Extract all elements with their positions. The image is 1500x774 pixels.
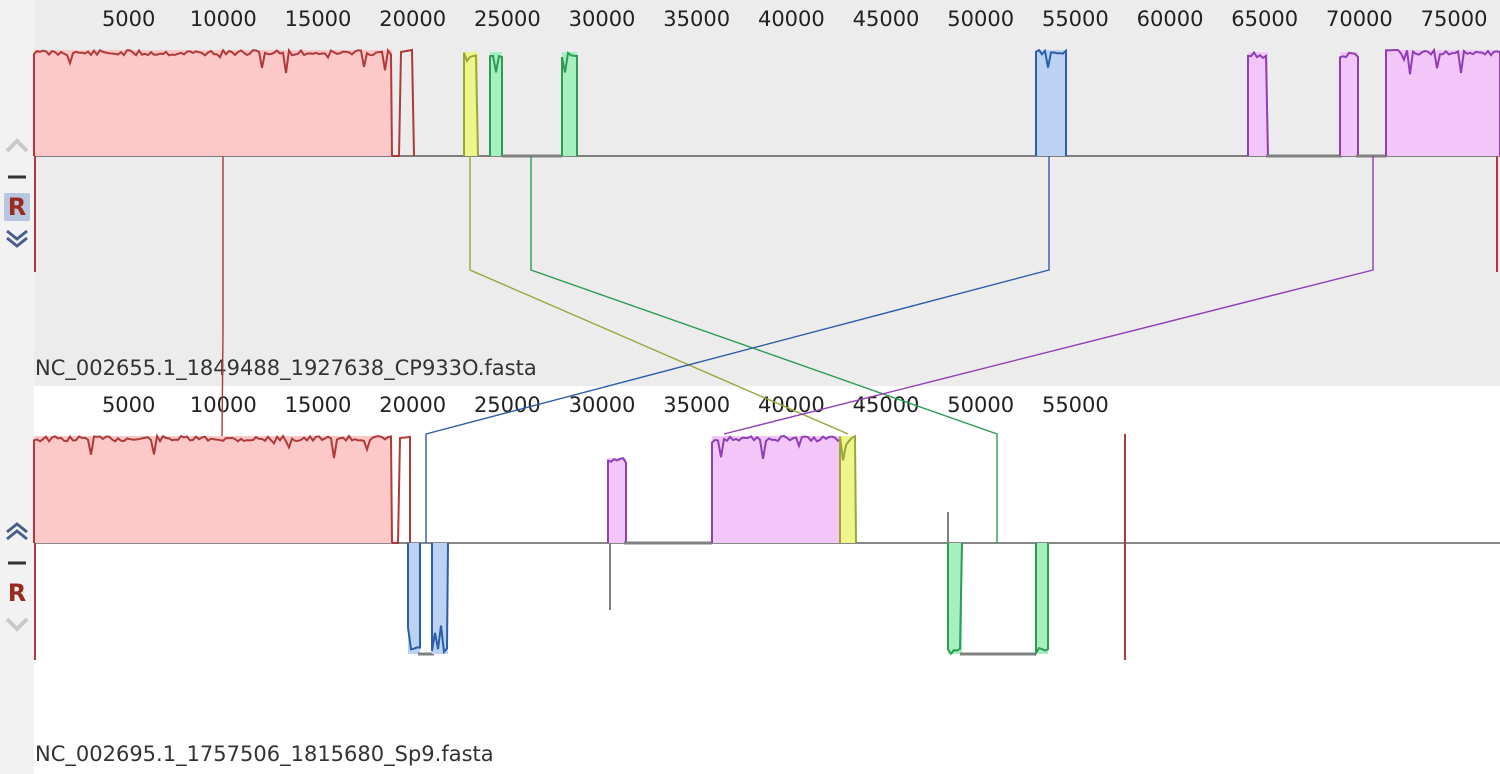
sequence-name: NC_002655.1_1849488_1927638_CP933O.fasta	[35, 356, 537, 380]
hide-button[interactable]	[3, 550, 31, 576]
reference-button[interactable]: R	[3, 578, 31, 608]
minus-icon	[8, 175, 26, 179]
chevron-up-icon	[5, 138, 29, 153]
chevron-up-icon	[6, 522, 28, 541]
move-up-button[interactable]	[3, 518, 31, 544]
genome-panel-top: R NC_002655.1_1849488_1927638_CP933O.fas…	[0, 0, 1500, 386]
genome-track-top[interactable]	[34, 0, 1500, 386]
minus-icon	[8, 561, 26, 565]
chevron-down-icon	[6, 229, 28, 248]
reference-label: R	[4, 193, 30, 221]
panel-controls-bottom: R	[0, 386, 34, 774]
genome-panel-bottom: R NC_002695.1_1757506_1815680_Sp9.fasta	[0, 386, 1500, 774]
move-up-button[interactable]	[3, 132, 31, 158]
move-down-button[interactable]	[3, 611, 31, 637]
move-down-button[interactable]	[3, 225, 31, 251]
hide-button[interactable]	[3, 164, 31, 190]
genome-track-bottom[interactable]	[34, 386, 1500, 774]
chevron-down-icon	[5, 617, 29, 632]
reference-label: R	[7, 579, 27, 607]
panel-controls-top: R	[0, 0, 34, 386]
reference-button[interactable]: R	[3, 192, 31, 222]
sequence-name: NC_002695.1_1757506_1815680_Sp9.fasta	[35, 742, 494, 766]
